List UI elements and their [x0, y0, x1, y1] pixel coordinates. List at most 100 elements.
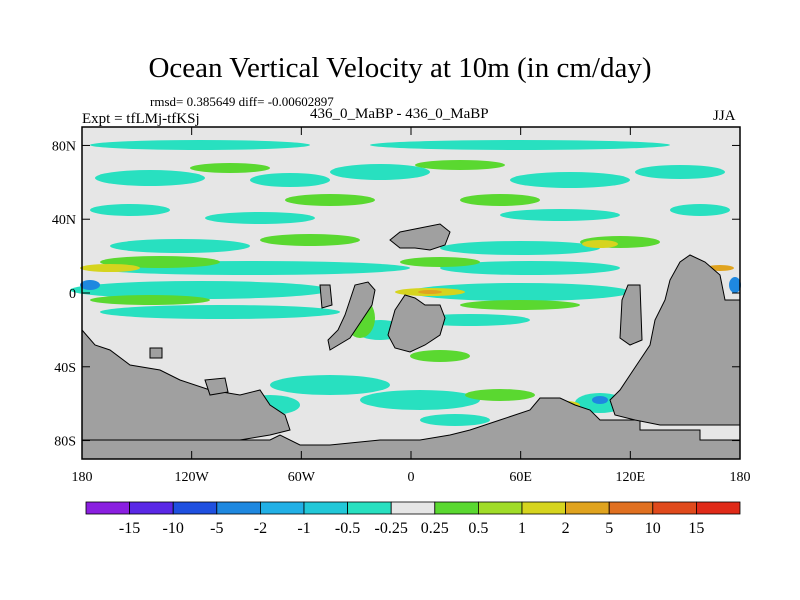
band — [510, 172, 630, 188]
land-small-block-2 — [619, 284, 643, 346]
x-axis: 180 120W 60W 0 60E 120E 180 — [72, 127, 751, 485]
colorbar-label: 2 — [562, 520, 570, 537]
colorbar-swatch — [565, 501, 610, 515]
y-tick-label: 40N — [52, 213, 76, 228]
stats-line: rmsd= 0.385649 diff= -0.00602897 — [150, 94, 334, 109]
x-tick-label: 180 — [730, 470, 751, 485]
band-blue — [80, 277, 741, 404]
band — [418, 290, 442, 294]
band — [90, 140, 310, 150]
colorbar-label: -1 — [297, 520, 310, 537]
comparison-label: 436_0_MaBP - 436_0_MaBP — [310, 106, 489, 122]
colorbar-swatch — [172, 501, 218, 515]
colorbar-label: 1 — [518, 520, 526, 537]
y-tick-label: 80N — [52, 139, 76, 154]
land-small-block-1 — [319, 284, 333, 309]
colorbar-swatch — [477, 501, 523, 515]
colorbar-label: -2 — [254, 520, 267, 537]
band — [110, 239, 250, 253]
x-tick-label: 60W — [288, 470, 316, 485]
colorbar-label: -0.25 — [375, 520, 408, 537]
colorbar: -15 -10 -5 -2 -1 -0.5 -0.25 0.25 0.5 1 2 5 10 15 — [85, 501, 741, 537]
band — [80, 280, 100, 290]
x-tick-label: 120E — [616, 470, 646, 485]
y-tick-label: 0 — [69, 287, 76, 302]
y-tick-label: 40S — [54, 361, 76, 376]
land-north-island — [389, 223, 451, 251]
colorbar-label: 15 — [688, 520, 704, 537]
band — [285, 194, 375, 206]
y-tick-label: 80S — [54, 435, 76, 450]
band — [205, 212, 315, 224]
chart-title: Ocean Vertical Velocity at 10m (in cm/da… — [148, 52, 652, 84]
band — [635, 165, 725, 179]
colorbar-label: -15 — [119, 520, 140, 537]
season-label: JJA — [713, 108, 736, 124]
colorbar-swatch — [434, 501, 479, 515]
y-axis: 80N 40N 0 40S 80S — [52, 139, 740, 450]
band — [250, 173, 330, 187]
land-east-continent — [609, 254, 741, 426]
land-central-peninsula — [327, 281, 376, 351]
band — [260, 234, 360, 246]
colorbar-swatch — [652, 501, 697, 515]
band — [500, 209, 620, 221]
band — [415, 160, 505, 170]
colorbar-label: 0.25 — [421, 520, 449, 537]
colorbar-swatch — [303, 501, 348, 515]
band — [729, 277, 741, 293]
land-small-block-3 — [149, 347, 163, 359]
colorbar-swatch — [347, 501, 392, 515]
velocity-field — [70, 140, 741, 426]
colorbar-swatch — [390, 501, 436, 515]
land-central-island — [387, 294, 446, 353]
band — [592, 396, 608, 404]
band — [582, 240, 618, 248]
band — [460, 194, 540, 206]
colorbar-label: 10 — [645, 520, 661, 537]
x-tick-label: 0 — [408, 470, 415, 485]
band — [440, 241, 600, 255]
colorbar-label: -5 — [210, 520, 223, 537]
colorbar-swatch — [608, 501, 654, 515]
band — [70, 281, 330, 299]
band — [80, 264, 140, 272]
land-antarctica — [81, 397, 741, 460]
colorbar-label: 0.5 — [468, 520, 488, 537]
colorbar-label: -10 — [163, 520, 184, 537]
land-layer — [81, 223, 741, 460]
band — [460, 300, 580, 310]
band — [420, 414, 490, 426]
band — [465, 389, 535, 401]
colorbar-swatch — [85, 501, 130, 515]
colorbar-swatch — [696, 501, 741, 515]
band — [410, 283, 630, 301]
colorbar-swatch — [259, 501, 305, 515]
colorbar-label: 5 — [605, 520, 613, 537]
x-tick-label: 180 — [72, 470, 93, 485]
band-green — [90, 160, 660, 401]
colorbar-swatch — [129, 501, 174, 515]
band — [95, 170, 205, 186]
experiment-label: Expt = tfLMj-tfKSj — [82, 111, 200, 127]
x-tick-label: 120W — [175, 470, 210, 485]
band — [440, 261, 620, 275]
band — [670, 204, 730, 216]
band — [100, 256, 220, 268]
band — [360, 390, 480, 410]
band — [270, 375, 390, 395]
band — [370, 140, 670, 150]
colorbar-swatch — [216, 501, 261, 515]
band — [400, 257, 480, 267]
band — [190, 163, 270, 173]
land-small-block-4 — [204, 377, 229, 396]
band — [90, 204, 170, 216]
colorbar-label: -0.5 — [335, 520, 360, 537]
land-west-continent — [81, 328, 291, 441]
band — [90, 295, 210, 305]
x-tick-label: 60E — [509, 470, 532, 485]
colorbar-swatch — [521, 501, 566, 515]
band — [330, 164, 430, 180]
band — [410, 350, 470, 362]
